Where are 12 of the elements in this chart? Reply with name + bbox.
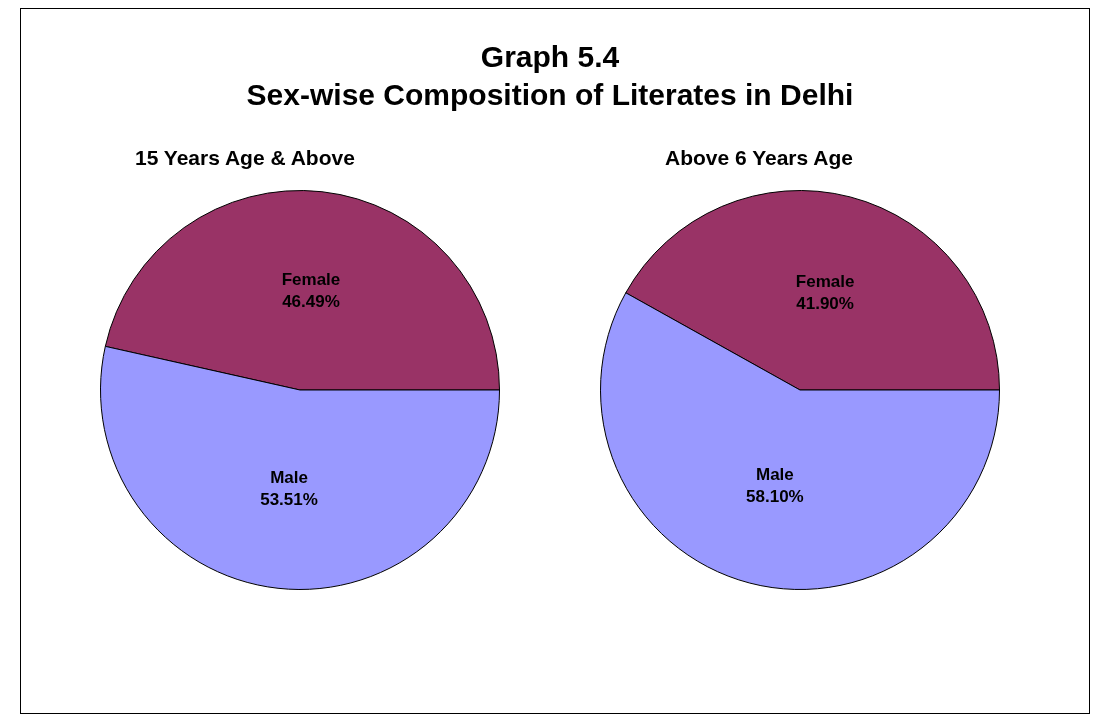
data-label: 58.10% bbox=[746, 487, 804, 507]
data-label: 46.49% bbox=[282, 291, 340, 311]
slice-label: Male bbox=[270, 467, 308, 487]
slice-label: Male bbox=[755, 465, 794, 485]
slice-label: Female bbox=[795, 272, 855, 292]
chart-title: 15 Years Age & Above bbox=[135, 146, 355, 170]
text: Sex-wise Composition of Literates in Delhi bbox=[245, 77, 855, 113]
text: Graph 5.4 bbox=[479, 39, 621, 75]
data-label: 53.51% bbox=[260, 489, 318, 509]
slice-label: Female bbox=[281, 269, 341, 289]
chart-title: Above 6 Years Age bbox=[665, 146, 853, 170]
data-label: 41.90% bbox=[796, 294, 854, 314]
